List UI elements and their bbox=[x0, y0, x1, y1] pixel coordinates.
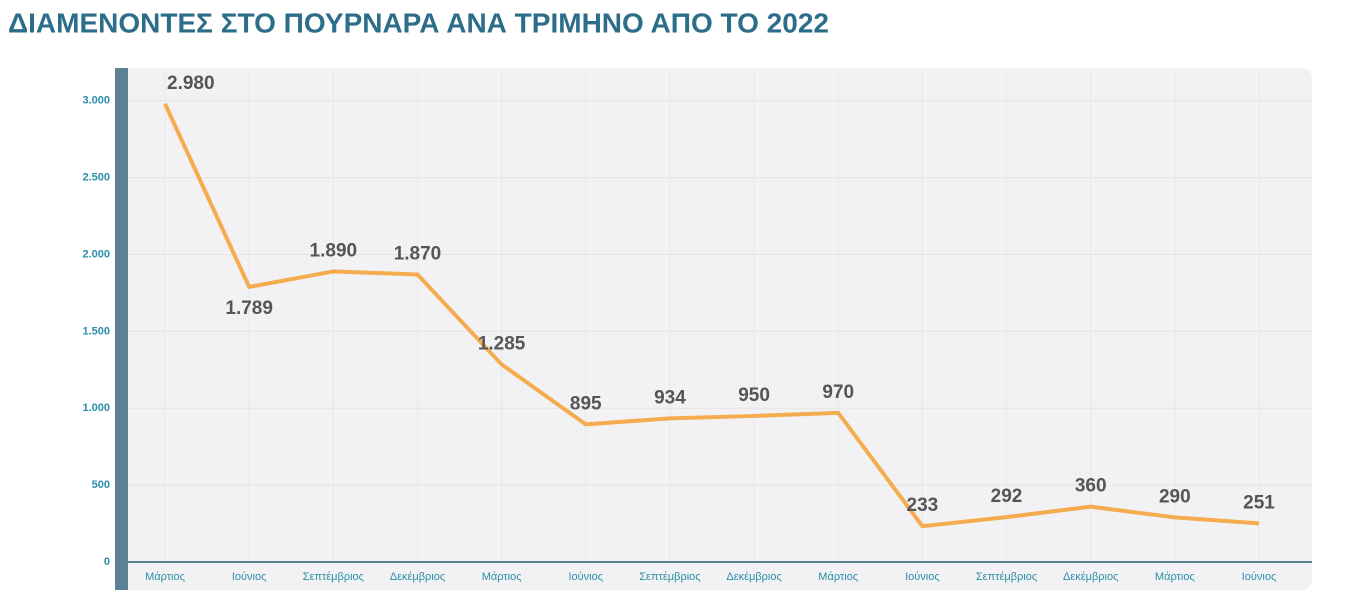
x-tick-label: Μάρτιος bbox=[818, 571, 858, 583]
x-tick-label: Σεπτέμβριος bbox=[303, 571, 364, 583]
y-tick-label: 2.000 bbox=[82, 248, 110, 260]
y-tick-label: 3.000 bbox=[82, 95, 110, 107]
chart-title: ΔΙΑΜΕΝΟΝΤΕΣ ΣΤΟ ΠΟΥΡΝΑΡΑ ΑΝΑ ΤΡΙΜΗΝΟ ΑΠΟ… bbox=[8, 7, 829, 38]
x-tick-label: Δεκέμβριος bbox=[390, 571, 445, 583]
data-label: 360 bbox=[1075, 476, 1107, 497]
x-tick-label: Ιούνιος bbox=[568, 571, 603, 583]
y-tick-label: 1.500 bbox=[82, 325, 110, 337]
data-label: 290 bbox=[1159, 486, 1191, 507]
data-label: 233 bbox=[907, 495, 939, 516]
y-tick-label: 2.500 bbox=[82, 172, 110, 184]
data-label: 1.870 bbox=[394, 244, 442, 265]
x-tick-label: Μάρτιος bbox=[482, 571, 522, 583]
y-tick-label: 0 bbox=[104, 556, 110, 568]
data-label: 1.285 bbox=[478, 333, 526, 354]
plot-background bbox=[115, 68, 1312, 590]
data-label: 970 bbox=[822, 382, 854, 403]
data-label: 895 bbox=[570, 393, 602, 414]
data-label: 2.980 bbox=[167, 73, 215, 94]
x-tick-label: Σεπτέμβριος bbox=[976, 571, 1037, 583]
data-label: 1.789 bbox=[225, 298, 273, 319]
x-tick-label: Ιούνιος bbox=[1242, 571, 1277, 583]
data-line bbox=[163, 102, 1260, 529]
x-tick-label: Δεκέμβριος bbox=[1063, 571, 1118, 583]
data-label: 950 bbox=[738, 385, 770, 406]
data-label: 292 bbox=[991, 486, 1023, 507]
data-label: 251 bbox=[1243, 492, 1275, 513]
x-tick-label: Ιούνιος bbox=[232, 571, 267, 583]
x-tick-label: Μάρτιος bbox=[145, 571, 185, 583]
x-tick-label: Ιούνιος bbox=[905, 571, 940, 583]
x-tick-label: Δεκέμβριος bbox=[726, 571, 781, 583]
x-tick-label: Μάρτιος bbox=[1155, 571, 1195, 583]
data-label: 1.890 bbox=[310, 240, 358, 261]
x-tick-label: Σεπτέμβριος bbox=[639, 571, 700, 583]
y-tick-label: 1.000 bbox=[82, 402, 110, 414]
y-axis-bar bbox=[115, 68, 128, 590]
data-label: 934 bbox=[654, 387, 686, 408]
y-tick-label: 500 bbox=[92, 479, 110, 491]
